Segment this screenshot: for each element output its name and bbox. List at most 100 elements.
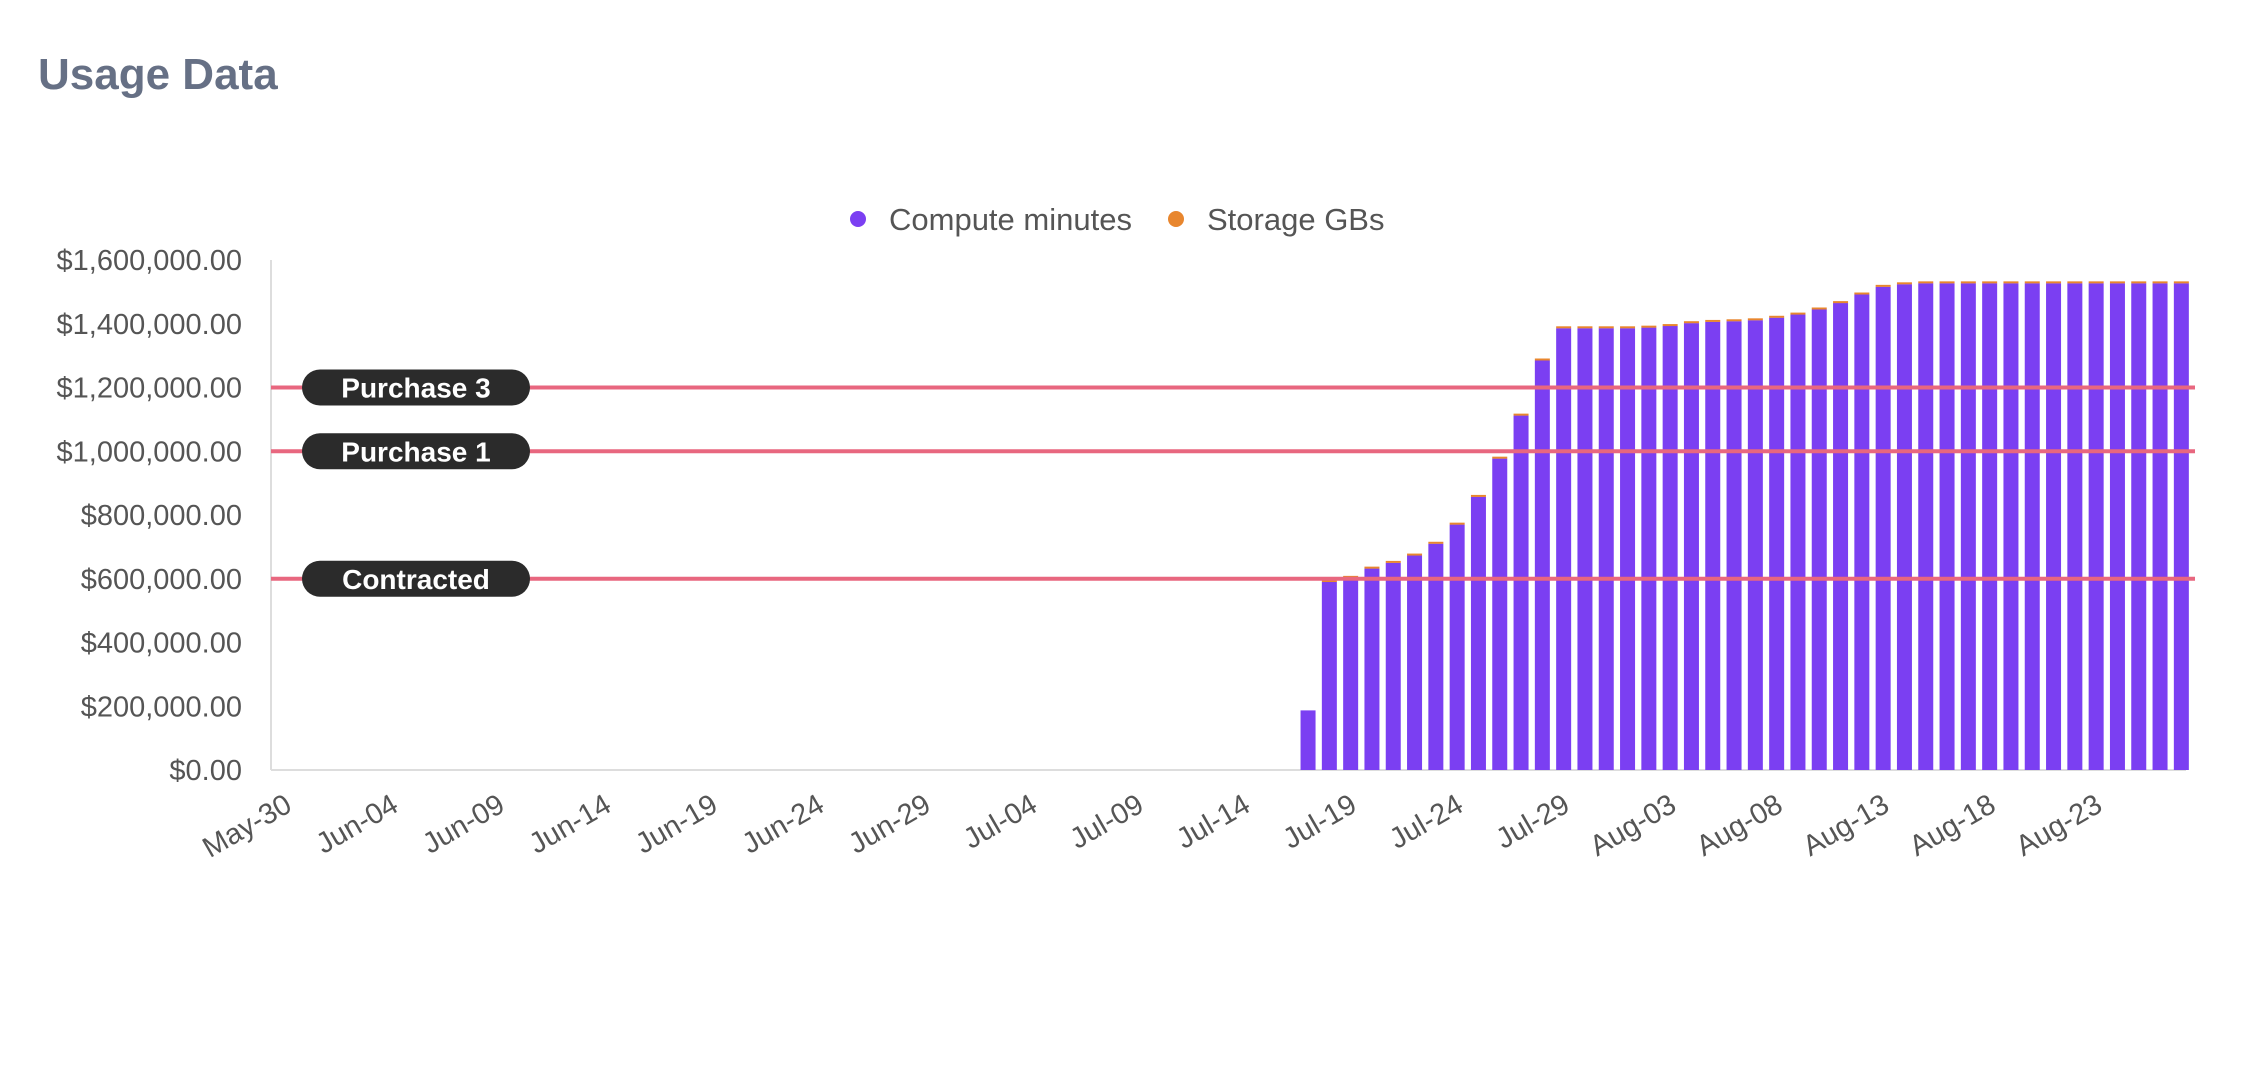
bar-storage-gbs[interactable] (2131, 281, 2147, 284)
bar-storage-gbs[interactable] (1683, 321, 1699, 324)
bar-storage-gbs[interactable] (2067, 281, 2083, 284)
bar-storage-gbs[interactable] (1790, 312, 1806, 315)
bar-storage-gbs[interactable] (1811, 307, 1827, 310)
bar-storage-gbs[interactable] (1918, 281, 1934, 284)
bar-compute-minutes[interactable] (1598, 328, 1614, 770)
bar-storage-gbs[interactable] (1747, 318, 1763, 321)
bar-compute-minutes[interactable] (2067, 283, 2083, 770)
bar-storage-gbs[interactable] (1769, 315, 1785, 318)
bar-compute-minutes[interactable] (2024, 283, 2040, 770)
bar-compute-minutes[interactable] (1428, 543, 1444, 770)
bar-compute-minutes[interactable] (2046, 283, 2062, 770)
bar-compute-minutes[interactable] (1449, 524, 1465, 770)
x-tick-label: May-30 (197, 788, 297, 864)
bar-compute-minutes[interactable] (1960, 283, 1976, 770)
bar-compute-minutes[interactable] (2152, 283, 2168, 770)
legend-item[interactable]: Storage GBs (1168, 202, 1384, 237)
bar-storage-gbs[interactable] (1492, 456, 1508, 459)
bar-storage-gbs[interactable] (1641, 325, 1657, 328)
bar-compute-minutes[interactable] (1364, 568, 1380, 770)
bar-storage-gbs[interactable] (2024, 281, 2040, 284)
bar-compute-minutes[interactable] (1939, 283, 1955, 770)
bar-storage-gbs[interactable] (2003, 281, 2019, 284)
bar-compute-minutes[interactable] (1620, 328, 1636, 770)
bar-compute-minutes[interactable] (1683, 323, 1699, 770)
bar-storage-gbs[interactable] (1960, 281, 1976, 284)
x-tick-label: Jun-09 (417, 788, 510, 860)
bar-storage-gbs[interactable] (1449, 522, 1465, 525)
bar-storage-gbs[interactable] (1428, 541, 1444, 544)
bar-compute-minutes[interactable] (1662, 325, 1678, 770)
bar-compute-minutes[interactable] (1492, 458, 1508, 770)
chart-legend: Compute minutes Storage GBs (850, 202, 1384, 237)
bar-compute-minutes[interactable] (1854, 294, 1870, 770)
bar-storage-gbs[interactable] (1726, 319, 1742, 322)
x-tick-label: Jun-19 (630, 788, 723, 860)
bar-storage-gbs[interactable] (1598, 326, 1614, 329)
bar-storage-gbs[interactable] (2109, 281, 2125, 284)
reference-lines: Purchase 3 Purchase 1 Contracted (271, 369, 2195, 597)
bar-storage-gbs[interactable] (1896, 282, 1912, 285)
bar-storage-gbs[interactable] (2173, 281, 2189, 284)
bar-compute-minutes[interactable] (1982, 283, 1998, 770)
bar-compute-minutes[interactable] (1385, 562, 1401, 770)
bar-storage-gbs[interactable] (1833, 301, 1849, 304)
bar-compute-minutes[interactable] (1321, 581, 1337, 770)
reference-label-pill (302, 560, 530, 597)
x-tick-label: Jul-04 (958, 788, 1042, 855)
bar-compute-minutes[interactable] (1896, 284, 1912, 770)
bar-compute-minutes[interactable] (1513, 415, 1529, 770)
bar-compute-minutes[interactable] (2109, 283, 2125, 770)
bar-compute-minutes[interactable] (1918, 283, 1934, 770)
bar-storage-gbs[interactable] (1534, 358, 1550, 361)
page-title: Usage Data (38, 50, 278, 99)
bar-storage-gbs[interactable] (1321, 580, 1337, 583)
bar-compute-minutes[interactable] (1875, 286, 1891, 770)
bar-storage-gbs[interactable] (1513, 413, 1529, 416)
bar-storage-gbs[interactable] (1662, 324, 1678, 327)
bar-compute-minutes[interactable] (2173, 283, 2189, 770)
bar-compute-minutes[interactable] (1790, 314, 1806, 770)
bar-compute-minutes[interactable] (1556, 328, 1572, 770)
bar-compute-minutes[interactable] (1833, 303, 1849, 770)
bar-compute-minutes[interactable] (1470, 496, 1486, 770)
bar-storage-gbs[interactable] (1620, 326, 1636, 329)
bar-storage-gbs[interactable] (1407, 553, 1423, 556)
x-tick-label: Jun-14 (524, 788, 617, 860)
bar-compute-minutes[interactable] (1747, 320, 1763, 770)
legend-marker (850, 211, 866, 227)
bar-storage-gbs[interactable] (2046, 281, 2062, 284)
bar-compute-minutes[interactable] (1407, 555, 1423, 770)
x-axis: May-30 Jun-04 Jun-09 Jun-14 Jun-19 Jun-24 Jun-… (197, 769, 2186, 864)
bar-storage-gbs[interactable] (1875, 284, 1891, 287)
y-tick-label: $200,000.00 (81, 691, 242, 723)
bar-compute-minutes[interactable] (1705, 321, 1721, 770)
bar-compute-minutes[interactable] (1641, 327, 1657, 770)
legend-marker (1168, 211, 1184, 227)
bar-compute-minutes[interactable] (1300, 710, 1316, 770)
bar-compute-minutes[interactable] (2003, 283, 2019, 770)
bar-compute-minutes[interactable] (1534, 360, 1550, 770)
bar-compute-minutes[interactable] (1577, 328, 1593, 770)
bar-storage-gbs[interactable] (2152, 281, 2168, 284)
bar-storage-gbs[interactable] (1854, 292, 1870, 295)
bar-storage-gbs[interactable] (1364, 566, 1380, 569)
bar-compute-minutes[interactable] (1726, 321, 1742, 770)
bar-storage-gbs[interactable] (1705, 319, 1721, 322)
bar-compute-minutes[interactable] (1769, 317, 1785, 770)
bar-storage-gbs[interactable] (1385, 560, 1401, 563)
bar-storage-gbs[interactable] (1982, 281, 1998, 284)
bar-storage-gbs[interactable] (1556, 326, 1572, 329)
bar-storage-gbs[interactable] (2088, 281, 2104, 284)
bar-storage-gbs[interactable] (1939, 281, 1955, 284)
bar-compute-minutes[interactable] (1811, 309, 1827, 770)
x-tick-label: Aug-23 (2011, 788, 2108, 862)
bar-compute-minutes[interactable] (2088, 283, 2104, 770)
legend-item[interactable]: Compute minutes (850, 202, 1132, 237)
reference-label: Purchase 3 (341, 373, 490, 404)
bar-compute-minutes[interactable] (1343, 577, 1359, 770)
bar-storage-gbs[interactable] (1470, 494, 1486, 497)
bar-storage-gbs[interactable] (1577, 326, 1593, 329)
bar-compute-minutes[interactable] (2131, 283, 2147, 770)
y-tick-label: $1,200,000.00 (57, 373, 242, 405)
